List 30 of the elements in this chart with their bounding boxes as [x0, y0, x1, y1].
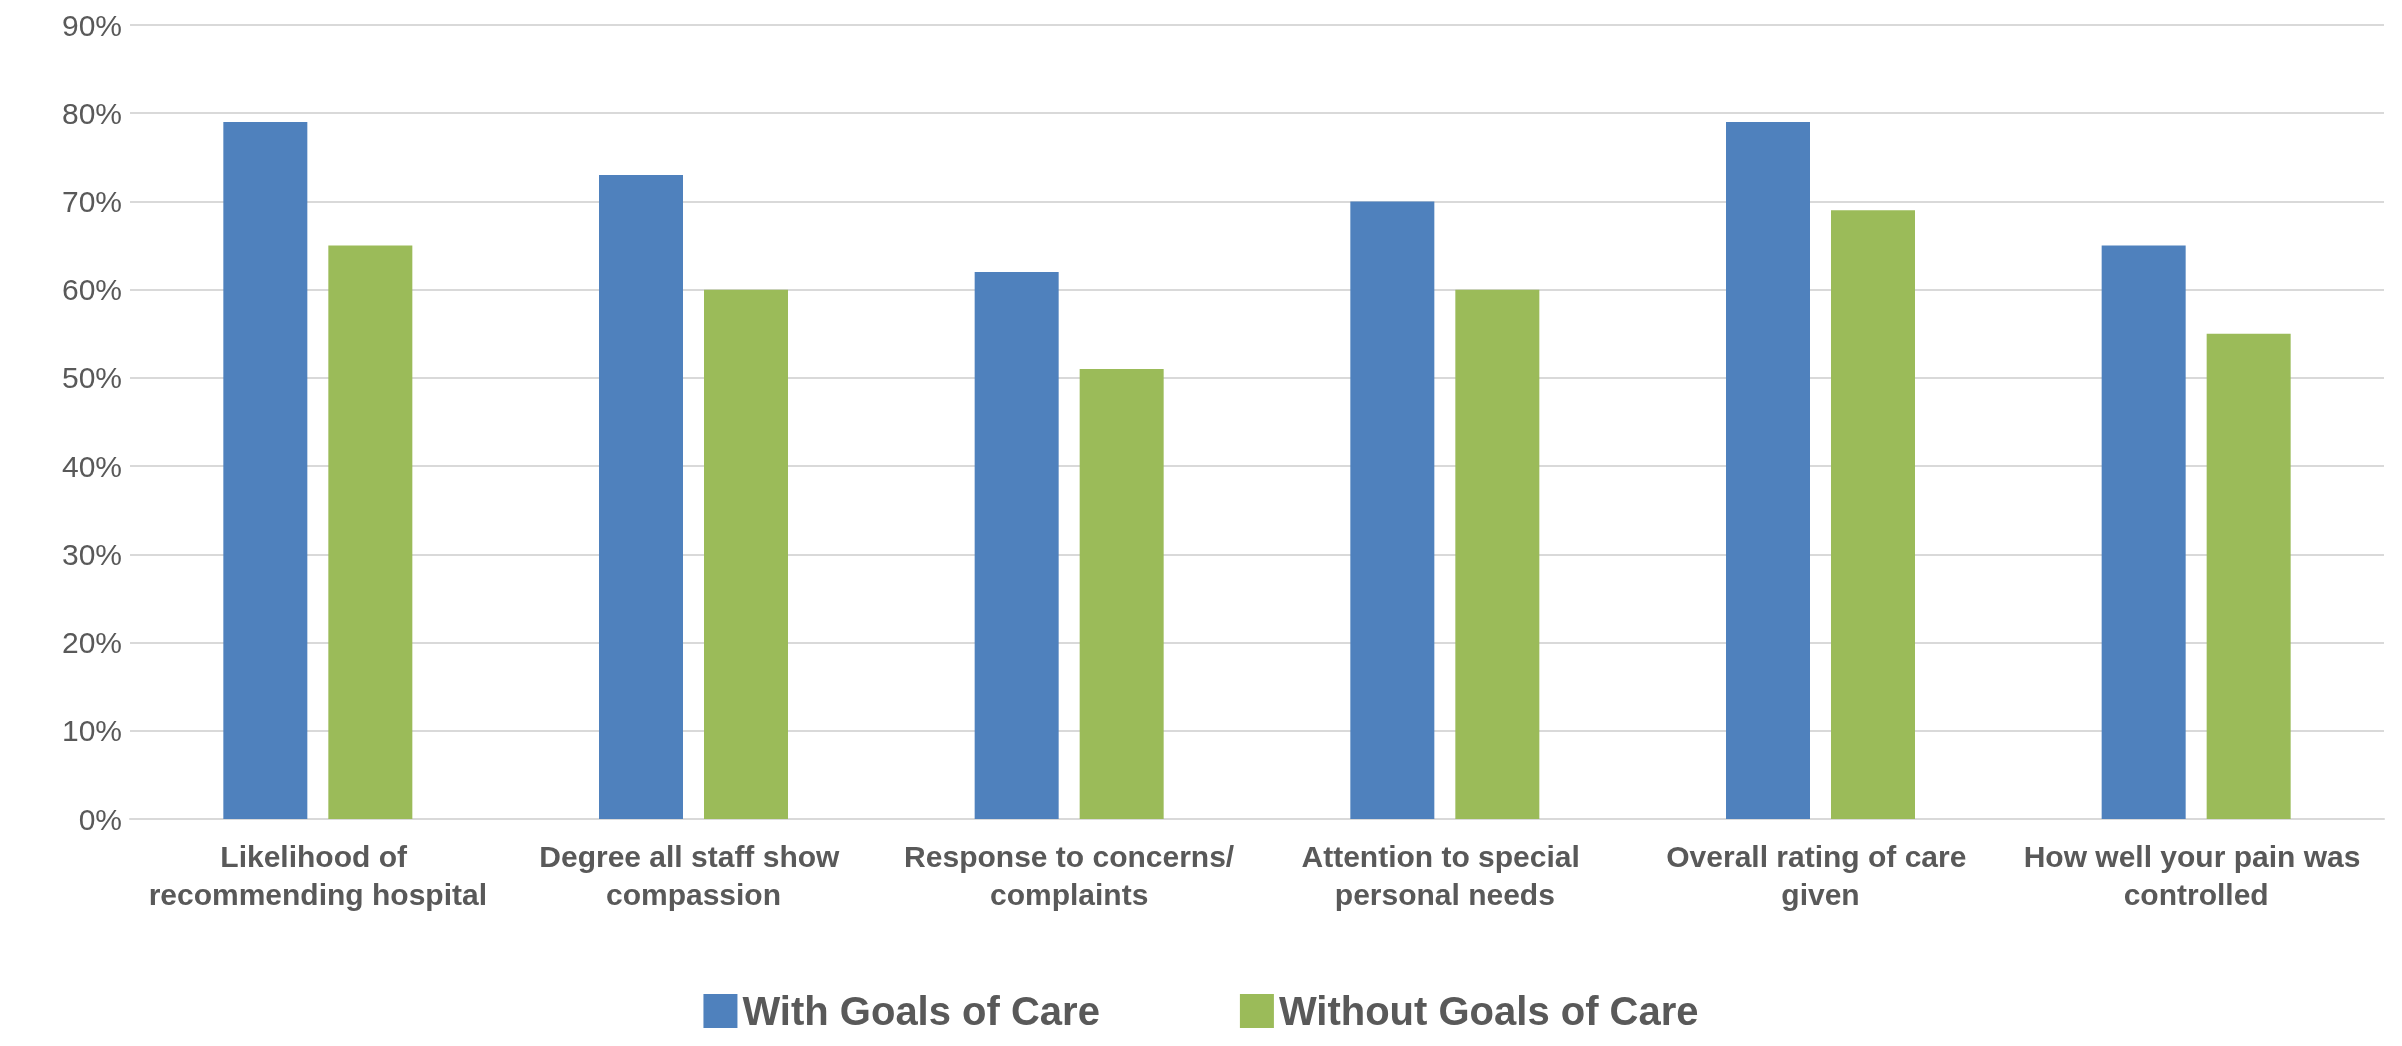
y-tick-label: 80%: [61, 96, 122, 130]
y-tick-label: 70%: [61, 184, 122, 218]
bar: [328, 245, 413, 819]
y-tick-label: 0%: [78, 802, 122, 836]
y-tick-label: 60%: [61, 273, 122, 307]
bar: [1726, 122, 1810, 819]
x-tick-label: Degree all staff show compassion: [539, 839, 848, 911]
y-tick-label: 50%: [61, 361, 122, 395]
legend-label: Without Goals of Care: [1278, 989, 1699, 1033]
bar: [223, 122, 308, 819]
y-tick-label: 30%: [61, 537, 122, 571]
legend-label: With Goals of Care: [742, 989, 1100, 1033]
y-tick-label: 10%: [61, 714, 122, 748]
x-tick-label: Response to concerns/complaints: [904, 839, 1235, 911]
bar: [2206, 333, 2291, 819]
x-tick-label: Attention to special personal needs: [1301, 839, 1589, 911]
bar: [704, 289, 788, 819]
x-tick-label: How well your pain was controlled: [2023, 839, 2369, 911]
bar: [599, 174, 683, 819]
bar: [2101, 245, 2186, 819]
bar: [1831, 210, 1915, 819]
bar: [1455, 289, 1540, 819]
bar: [1350, 201, 1435, 819]
y-tick-label: 40%: [61, 449, 122, 483]
bar: [1079, 369, 1164, 819]
y-tick-label: 20%: [61, 626, 122, 660]
bar: [974, 272, 1059, 819]
x-tick-label: Likelihood of recommending hospital: [148, 839, 488, 911]
y-tick-label: 90%: [61, 8, 122, 42]
x-tick-label: Overall rating of care given: [1666, 839, 1975, 911]
